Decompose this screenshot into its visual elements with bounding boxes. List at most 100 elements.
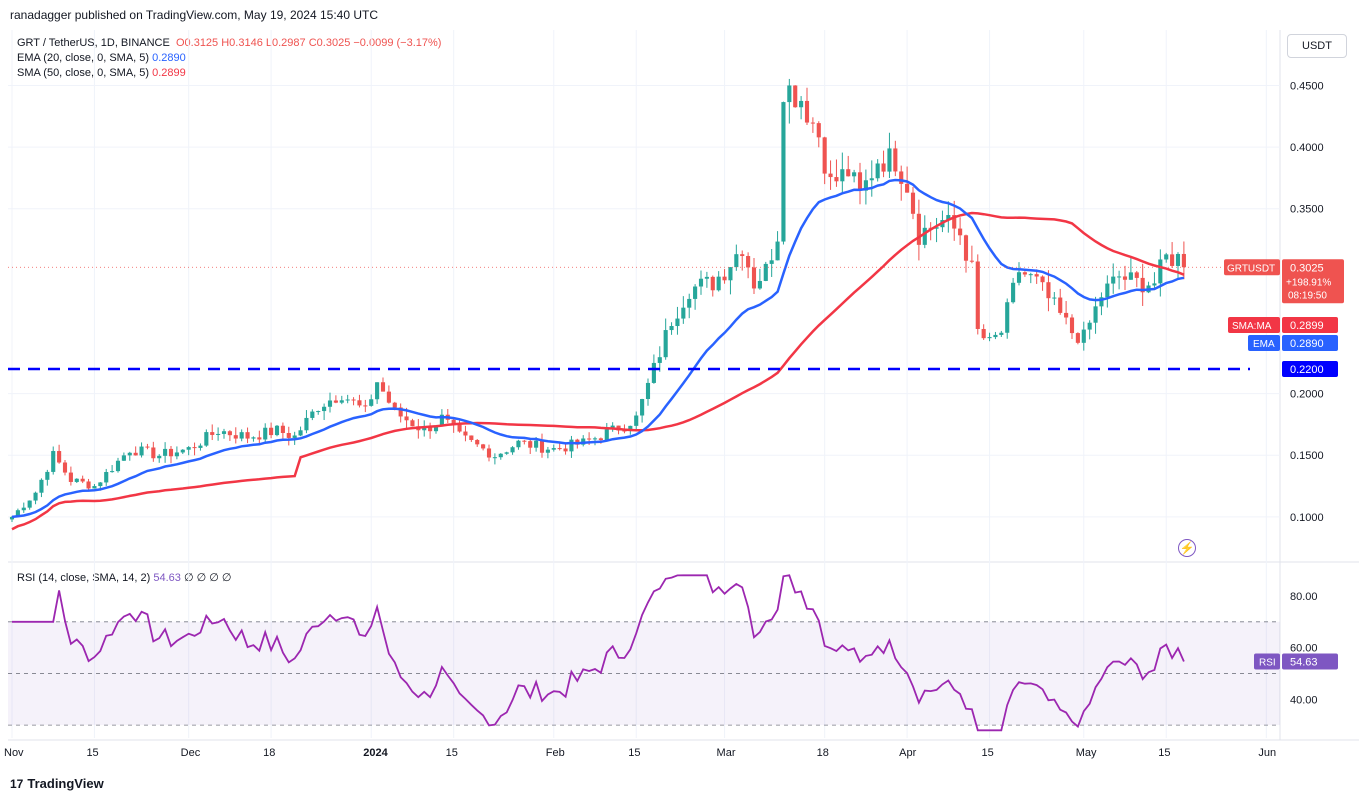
candle-down: [481, 444, 486, 449]
legend-ema-label: EMA (20, close, 0, SMA, 5): [17, 52, 150, 64]
currency-selector[interactable]: USDT: [1287, 34, 1347, 58]
candle-down: [857, 172, 863, 191]
candle-down: [227, 431, 232, 436]
candle-down: [333, 400, 338, 403]
candle-up: [875, 163, 880, 179]
time-tick-label: Mar: [717, 747, 736, 759]
candle-up: [1011, 282, 1016, 303]
ema-value-bg: [1282, 335, 1338, 351]
candle-up: [98, 482, 103, 487]
candle-down: [428, 427, 433, 432]
candle-down: [846, 169, 851, 177]
price-tick-label: 0.2000: [1290, 389, 1324, 401]
candle-down: [1040, 276, 1045, 283]
candle-down: [392, 402, 397, 408]
candle-up: [663, 330, 668, 358]
candle-up: [433, 425, 439, 432]
sma-50-line: [11, 211, 1185, 531]
candle-up: [39, 479, 44, 493]
candle-up: [251, 437, 256, 439]
candle-down: [475, 439, 480, 445]
candle-up: [604, 429, 609, 441]
time-tick-label: 15: [86, 747, 98, 759]
candle-down: [916, 213, 921, 245]
smama-tag-bg: [1228, 317, 1280, 333]
legend-symbol: GRT / TetherUS, 1D, BINANCE: [17, 37, 170, 49]
candle-up: [1052, 297, 1057, 299]
candle-down: [1181, 253, 1186, 268]
candle-down: [881, 163, 886, 172]
candle-up: [728, 267, 733, 281]
rsi-line: [12, 574, 1185, 732]
candle-up: [769, 260, 774, 264]
candle-up: [263, 427, 268, 440]
candle-up: [569, 439, 574, 452]
candle-down: [1046, 282, 1051, 299]
candle-up: [734, 254, 739, 268]
candle-up: [640, 398, 645, 416]
candle-up: [634, 415, 639, 426]
candle-down: [1034, 274, 1039, 277]
candle-down: [722, 276, 727, 281]
candle-down: [834, 177, 839, 182]
rsi-tick-label: 80.00: [1290, 591, 1318, 603]
lightning-icon[interactable]: ⚡: [1178, 539, 1196, 557]
candle-down: [398, 407, 403, 417]
legend-ema-row: EMA (20, close, 0, SMA, 5) 0.2890: [17, 51, 441, 66]
price-tag-pct: +198.91%: [1286, 277, 1331, 288]
rsi-value-bg: [1282, 653, 1338, 670]
candle-down: [1022, 272, 1027, 275]
candle-down: [963, 235, 969, 261]
candle-down: [981, 328, 986, 339]
candle-up: [15, 510, 20, 517]
candle-down: [969, 260, 974, 262]
candle-up: [534, 440, 539, 448]
tradingview-logo: 17 TradingView: [10, 776, 104, 791]
candle-down: [451, 419, 456, 425]
candle-up: [27, 500, 32, 508]
candle-up: [104, 472, 109, 483]
smama-value-text: 0.2899: [1290, 320, 1324, 332]
candle-up: [498, 453, 503, 458]
candle-up: [74, 478, 79, 482]
tradingview-brand: TradingView: [27, 776, 104, 791]
candle-up: [516, 440, 521, 448]
candle-up: [1164, 254, 1169, 260]
candle-down: [410, 420, 415, 427]
candle-down: [751, 267, 757, 289]
candle-up: [92, 486, 97, 489]
candle-up: [110, 471, 115, 473]
legend-sma-row: SMA (50, close, 0, SMA, 5) 0.2899: [17, 66, 441, 81]
legend-ema-value: 0.2890: [152, 52, 186, 64]
candle-up: [316, 411, 321, 413]
candle-down: [598, 438, 603, 441]
candle-up: [174, 452, 179, 457]
price-tick-label: 0.4000: [1290, 142, 1324, 154]
candle-up: [987, 337, 992, 339]
candle-up: [887, 148, 892, 172]
candle-up: [869, 178, 874, 181]
candle-down: [1069, 317, 1075, 334]
candle-up: [1175, 253, 1181, 266]
time-tick-label: Jun: [1258, 747, 1276, 759]
candle-up: [651, 362, 656, 383]
candle-down: [286, 433, 291, 438]
candle-down: [57, 451, 62, 463]
candle-up: [1016, 272, 1022, 283]
candle-up: [863, 180, 868, 191]
candle-down: [710, 276, 715, 291]
candle-down: [1122, 276, 1128, 280]
candle-down: [587, 438, 592, 440]
candle-up: [840, 169, 845, 182]
candle-up: [763, 263, 768, 281]
published-header: ranadagger published on TradingView.com,…: [10, 8, 378, 22]
rsi-legend: RSI (14, close, SMA, 14, 2) 54.63 ∅ ∅ ∅ …: [17, 571, 231, 584]
candle-up: [139, 446, 144, 456]
candle-up: [322, 406, 327, 412]
candle-down: [457, 424, 462, 432]
candle-up: [310, 411, 315, 418]
candle-up: [33, 492, 38, 501]
candle-down: [280, 425, 285, 434]
smama-tag-text: SMA:MA: [1232, 321, 1272, 332]
